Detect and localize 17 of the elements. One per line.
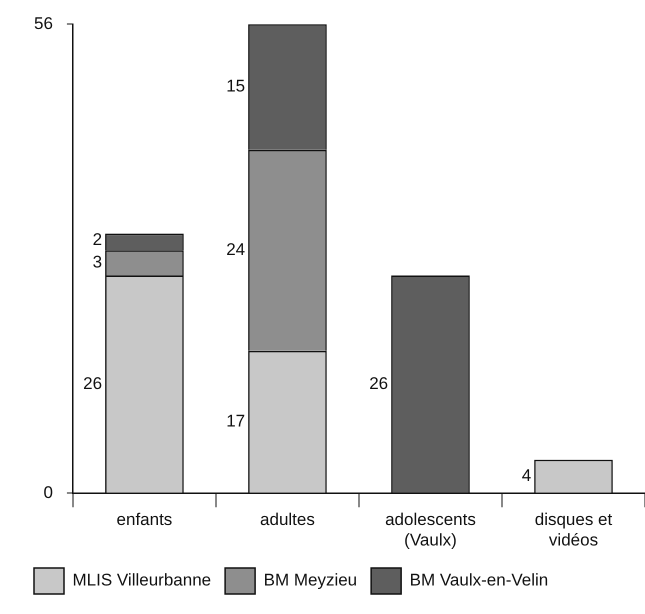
legend-label: BM Meyzieu <box>264 570 358 590</box>
x-tick-label: disques et vidéos <box>534 510 613 550</box>
data-label: 15 <box>226 76 246 96</box>
data-label: 26 <box>83 374 102 393</box>
legend-label: BM Vaulx-en-Velin <box>410 570 548 590</box>
data-label: 26 <box>369 374 388 393</box>
data-label: 17 <box>226 411 246 430</box>
data-label: 2 <box>92 230 102 250</box>
data-label: 4 <box>522 466 532 485</box>
legend-label: MLIS Villeurbanne <box>72 570 212 590</box>
y-tick-label: 56 <box>34 14 53 33</box>
y-tick-label: 0 <box>43 482 53 502</box>
data-label: 24 <box>226 240 246 260</box>
x-tick-label: adolescents (Vaulx) <box>385 510 476 550</box>
data-label: 3 <box>92 252 102 272</box>
x-tick-label: enfants <box>116 510 172 530</box>
x-tick-label: adultes <box>260 510 315 530</box>
